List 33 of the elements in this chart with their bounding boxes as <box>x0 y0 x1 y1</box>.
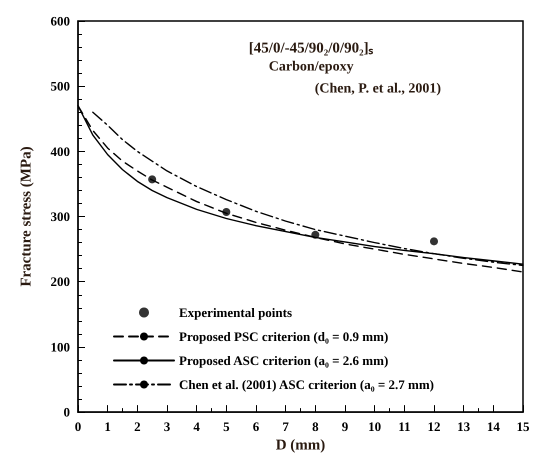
x-tick-label: 2 <box>134 419 141 434</box>
y-tick-label: 0 <box>64 404 70 420</box>
legend-label: Experimental points <box>179 305 292 320</box>
x-tick-label: 7 <box>282 419 290 434</box>
y-tick-label: 100 <box>50 339 70 354</box>
x-tick-label: 13 <box>457 419 471 434</box>
x-tick-label: 4 <box>193 419 200 434</box>
x-tick-label: 14 <box>486 419 500 434</box>
x-tick-label: 3 <box>164 419 171 434</box>
x-tick-label: 1 <box>104 419 111 434</box>
x-tick-label: 0 <box>74 419 82 434</box>
x-tick-label: 9 <box>342 419 349 434</box>
x-tick-label: 5 <box>223 419 230 434</box>
legend-label: Proposed ASC criterion (a₀ = 2.6 mm) <box>179 353 388 368</box>
x-tick-label: 10 <box>368 419 382 434</box>
y-tick-label: 400 <box>50 144 70 159</box>
x-tick-label: 15 <box>516 419 530 434</box>
y-tick-label: 500 <box>50 78 70 94</box>
x-tick-label: 12 <box>428 419 440 434</box>
y-tick-label: 300 <box>50 209 70 224</box>
x-tick-label: 11 <box>398 419 410 434</box>
legend-label: Chen et al. (2001) ASC criterion (a₀ = 2.7 mm) <box>179 377 434 392</box>
annotation: (Chen, P. et al., 2001) <box>314 82 442 96</box>
x-axis-title: D (mm) <box>276 438 326 454</box>
text: [45/0/-45/90₂/0/90₂]ₛ <box>248 40 374 56</box>
x-tick-label: 6 <box>252 419 260 434</box>
legend-label: Proposed PSC criterion (d₀ = 0.9 mm) <box>179 329 388 344</box>
point <box>430 237 438 246</box>
y-tick-label: 200 <box>50 274 70 290</box>
y-tick-label: 600 <box>50 14 70 28</box>
x-tick-label: 8 <box>312 419 320 434</box>
text: Carbon/epoxy <box>268 60 354 74</box>
y-axis-title: Fracture stress (MPa) <box>18 146 34 287</box>
